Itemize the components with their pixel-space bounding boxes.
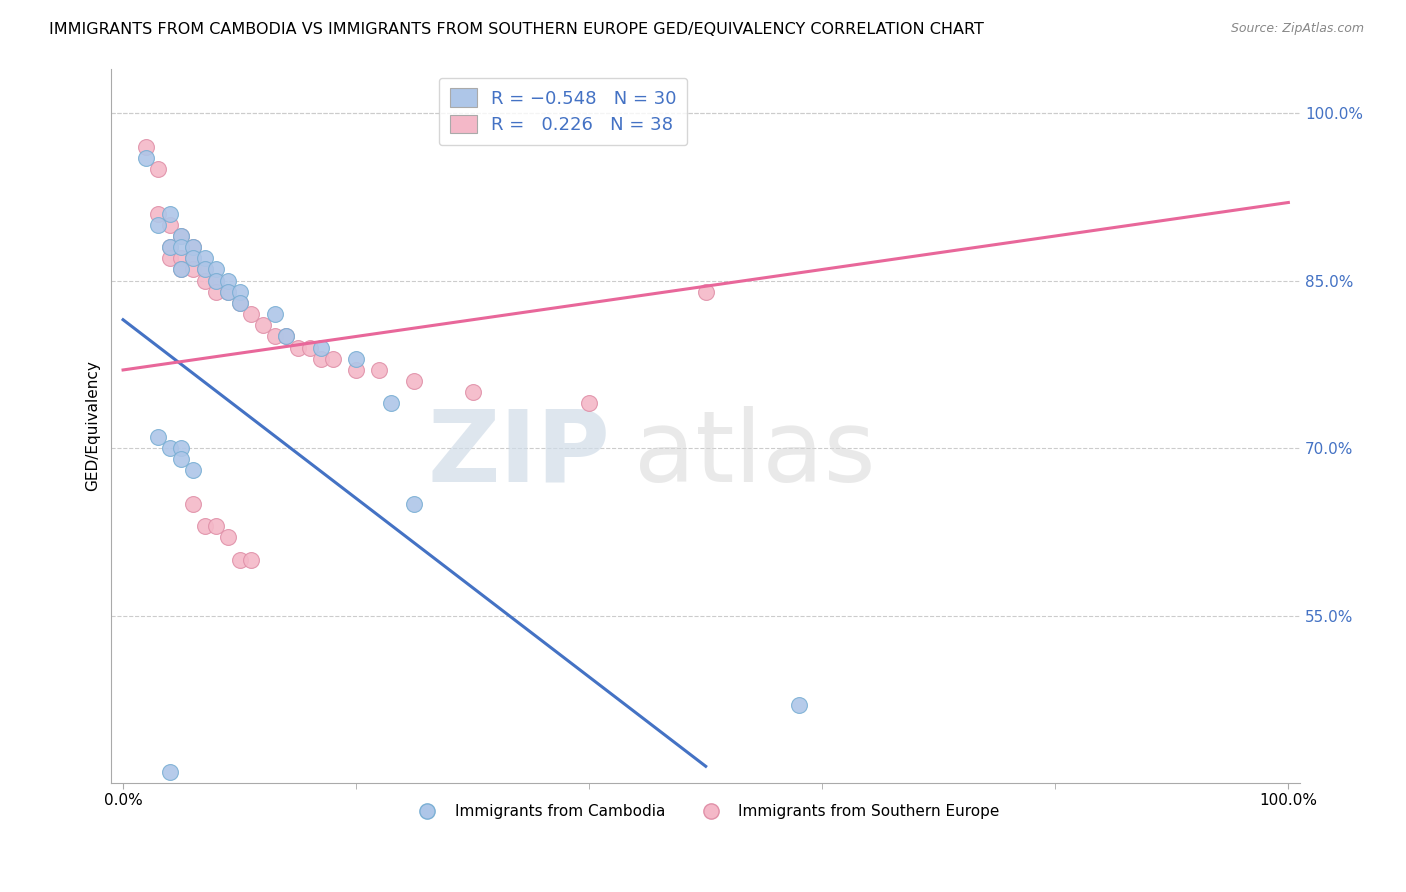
Point bbox=[181, 240, 204, 254]
Point bbox=[298, 341, 321, 355]
Point bbox=[217, 285, 239, 299]
Y-axis label: GED/Equivalency: GED/Equivalency bbox=[86, 360, 100, 491]
Point bbox=[194, 519, 217, 533]
Point bbox=[170, 262, 193, 277]
Point bbox=[194, 252, 217, 266]
Point bbox=[309, 341, 332, 355]
Point bbox=[170, 229, 193, 244]
Text: IMMIGRANTS FROM CAMBODIA VS IMMIGRANTS FROM SOUTHERN EUROPE GED/EQUIVALENCY CORR: IMMIGRANTS FROM CAMBODIA VS IMMIGRANTS F… bbox=[49, 22, 984, 37]
Point bbox=[205, 274, 228, 288]
Point bbox=[170, 229, 193, 244]
Point bbox=[181, 252, 204, 266]
Point bbox=[170, 441, 193, 455]
Point bbox=[159, 207, 181, 221]
Point bbox=[228, 285, 250, 299]
Point bbox=[146, 161, 169, 176]
Point bbox=[159, 441, 181, 455]
Point bbox=[276, 329, 298, 343]
Point bbox=[461, 385, 484, 400]
Point bbox=[787, 698, 810, 712]
Point bbox=[170, 252, 193, 266]
Point bbox=[205, 285, 228, 299]
Point bbox=[276, 329, 298, 343]
Point bbox=[170, 240, 193, 254]
Point bbox=[170, 262, 193, 277]
Point bbox=[263, 307, 285, 321]
Point bbox=[309, 351, 332, 366]
Point bbox=[368, 363, 391, 377]
Point bbox=[181, 240, 204, 254]
Point bbox=[159, 218, 181, 232]
Point bbox=[146, 430, 169, 444]
Point bbox=[135, 151, 157, 165]
Point bbox=[159, 764, 181, 779]
Point bbox=[181, 252, 204, 266]
Point bbox=[240, 307, 263, 321]
Point bbox=[170, 452, 193, 467]
Point bbox=[217, 285, 239, 299]
Text: atlas: atlas bbox=[634, 406, 876, 503]
Point bbox=[217, 530, 239, 544]
Point bbox=[194, 274, 217, 288]
Point bbox=[252, 318, 274, 333]
Point bbox=[344, 351, 367, 366]
Point bbox=[181, 497, 204, 511]
Point bbox=[228, 553, 250, 567]
Point bbox=[205, 274, 228, 288]
Point bbox=[205, 519, 228, 533]
Point bbox=[240, 553, 263, 567]
Point bbox=[181, 463, 204, 477]
Point bbox=[344, 363, 367, 377]
Point bbox=[287, 341, 309, 355]
Legend: Immigrants from Cambodia, Immigrants from Southern Europe: Immigrants from Cambodia, Immigrants fro… bbox=[406, 798, 1005, 825]
Point bbox=[146, 218, 169, 232]
Text: ZIP: ZIP bbox=[427, 406, 610, 503]
Point bbox=[228, 296, 250, 310]
Point bbox=[181, 262, 204, 277]
Point bbox=[263, 329, 285, 343]
Point bbox=[205, 262, 228, 277]
Point bbox=[159, 240, 181, 254]
Point bbox=[194, 262, 217, 277]
Point bbox=[695, 285, 717, 299]
Point bbox=[404, 374, 426, 388]
Point bbox=[228, 296, 250, 310]
Point bbox=[159, 252, 181, 266]
Point bbox=[404, 497, 426, 511]
Point bbox=[135, 139, 157, 153]
Point bbox=[159, 240, 181, 254]
Point bbox=[380, 396, 402, 410]
Point bbox=[194, 262, 217, 277]
Point bbox=[322, 351, 344, 366]
Point bbox=[217, 274, 239, 288]
Text: Source: ZipAtlas.com: Source: ZipAtlas.com bbox=[1230, 22, 1364, 36]
Point bbox=[146, 207, 169, 221]
Point bbox=[578, 396, 600, 410]
